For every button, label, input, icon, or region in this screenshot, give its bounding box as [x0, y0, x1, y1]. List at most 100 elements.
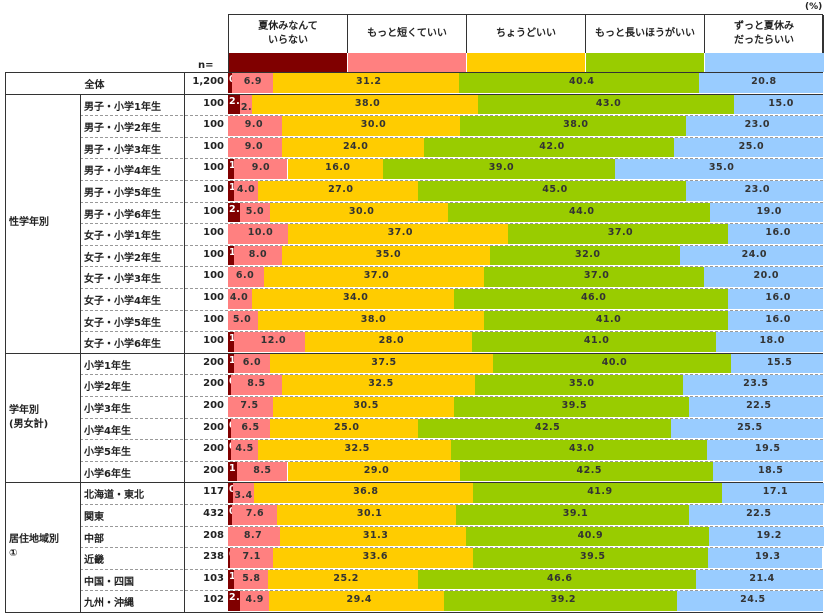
row-n-value: 200: [203, 378, 224, 390]
bar-segment: [251, 289, 455, 309]
data-label: 17.1: [762, 486, 789, 498]
bar-segment: [230, 440, 258, 460]
bar-segment: [228, 332, 234, 352]
bar-segment: [454, 289, 728, 309]
data-label: 2.0: [240, 101, 260, 113]
data-label: 32.5: [344, 443, 370, 455]
data-label: 15.0: [768, 97, 794, 109]
row-label: 小学3年生: [84, 404, 131, 415]
row-separator: [80, 288, 823, 289]
column-border: [184, 352, 185, 484]
data-label: 38.0: [563, 119, 589, 131]
row-separator: [80, 309, 823, 311]
row-separator: [80, 460, 823, 462]
data-label: 42.0: [539, 140, 565, 152]
data-label: 4.0: [236, 184, 256, 195]
row-label: 男子・小学4年生: [84, 166, 161, 178]
legend-swatch-4: [705, 53, 824, 72]
row-n-value: 200: [203, 443, 224, 455]
data-label: 21.4: [749, 572, 775, 584]
bar-segment: [279, 526, 466, 547]
bar-segment: [233, 245, 282, 266]
bar-segment: [228, 159, 234, 179]
bar-segment: [466, 526, 710, 547]
data-label: 46.0: [580, 292, 607, 303]
bar-segment: [471, 332, 716, 352]
data-label: 2.0: [229, 95, 248, 107]
data-label: 3.4: [234, 490, 253, 502]
column-border: [184, 72, 185, 95]
data-label: 35.0: [708, 162, 735, 174]
data-label: 41.0: [583, 335, 610, 347]
bar-segment: [228, 116, 282, 136]
bar-segment: [727, 224, 823, 244]
bar-segment: [483, 267, 704, 287]
legend-swatch-3: [586, 53, 704, 72]
section-border: [5, 482, 823, 484]
data-label: 22.5: [746, 508, 772, 519]
row-label: 小学6年生: [84, 468, 131, 480]
data-label: 35.0: [375, 248, 402, 260]
data-label: 9.0: [244, 140, 264, 152]
data-label: 19.5: [754, 443, 781, 455]
bar-segment: [228, 483, 234, 503]
row-label: 女子・小学1年生: [84, 231, 161, 243]
data-label: 6.9: [243, 76, 263, 87]
bar-segment: [273, 73, 459, 93]
bar-segment: [424, 137, 675, 158]
row-label: 小学5年生: [84, 447, 131, 459]
bar-segment: [233, 159, 288, 179]
bar-segment: [233, 181, 258, 201]
row-label: 女子・小学4年生: [84, 296, 161, 307]
bar-segment: [454, 397, 690, 417]
data-label: 19.2: [756, 529, 782, 541]
data-label: 24.0: [342, 140, 369, 152]
bar-segment: [418, 181, 687, 201]
column-border: [5, 72, 6, 95]
row-separator: [80, 180, 823, 181]
bar-segment: [281, 137, 425, 158]
bar-segment: [228, 526, 280, 547]
data-label: 24.5: [740, 594, 766, 606]
row-n-value: 100: [203, 227, 224, 239]
bar-segment: [451, 440, 707, 460]
row-separator: [80, 244, 823, 246]
bar-segment: [683, 375, 823, 395]
unit-label: (%): [805, 2, 823, 12]
data-label: 18.0: [759, 335, 785, 347]
data-label: 16.0: [765, 292, 791, 303]
row-label: 北海道・東北: [84, 490, 144, 502]
bar-segment: [228, 289, 252, 309]
data-label: 41.9: [587, 486, 613, 498]
row-label: 男子・小学2年生: [84, 123, 161, 135]
data-label: 29.4: [346, 594, 372, 606]
data-label: 35.0: [569, 378, 595, 390]
row-label: 関東: [84, 512, 104, 523]
bar-segment: [233, 332, 306, 352]
data-label: 20.0: [753, 270, 779, 282]
data-label: 7.5: [240, 400, 259, 411]
column-border: [184, 482, 185, 613]
bar-segment: [228, 310, 258, 331]
bar-segment: [418, 418, 672, 439]
data-label: 37.0: [363, 270, 390, 282]
bar-segment: [281, 116, 461, 136]
data-label: 23.0: [744, 184, 771, 195]
row-label: 中部: [84, 533, 104, 545]
row-label: 九州・沖縄: [84, 598, 134, 610]
row-separator: [80, 374, 823, 376]
data-label: 4.5: [235, 443, 254, 455]
data-label: 19.0: [756, 205, 782, 217]
row-n-value: 100: [203, 313, 224, 325]
data-label: 2.0: [229, 592, 248, 604]
bar-segment: [281, 375, 475, 395]
data-label: 30.0: [360, 119, 387, 131]
data-label: 38.0: [354, 97, 381, 109]
data-label: 38.0: [360, 313, 387, 325]
data-label: 6.0: [235, 270, 255, 282]
row-label: 小学4年生: [84, 425, 131, 437]
row-label: 男子・小学6年生: [84, 209, 161, 221]
bar-segment: [721, 483, 824, 503]
bar-segment: [472, 548, 708, 568]
bar-segment: [614, 159, 823, 179]
